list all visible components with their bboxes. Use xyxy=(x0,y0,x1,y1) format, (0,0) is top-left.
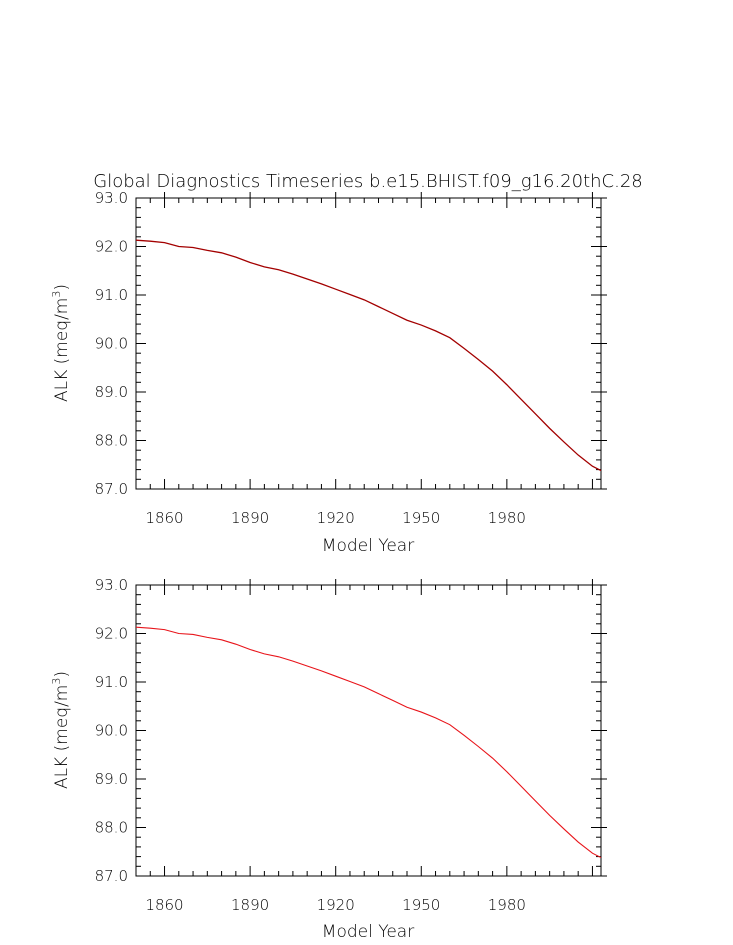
x-tick-label-bottom: 1950 xyxy=(402,896,440,914)
x-tick-label-bottom: 1920 xyxy=(317,896,355,914)
y-axis-title-close-bottom: ) xyxy=(52,671,72,678)
plot-frame-top xyxy=(135,197,602,490)
x-tick-label-bottom: 1980 xyxy=(488,896,526,914)
series-line-top xyxy=(135,239,602,472)
x-ticks-bottom: 1860 1890 1920 1950 1980 xyxy=(135,579,593,914)
y-axis-title-bottom: ALK (meq/m3) xyxy=(50,671,72,789)
y-tick-label-top: 91.0 xyxy=(95,286,128,304)
x-tick-label-top: 1920 xyxy=(317,509,355,527)
y-axis-title-sup-top: 3 xyxy=(50,291,63,298)
y-axis-title-top: ALK (meq/m3) xyxy=(50,284,72,402)
x-tick-label-bottom: 1890 xyxy=(231,896,269,914)
y-tick-label-top: 89.0 xyxy=(95,383,128,401)
chart-panel-bottom: 87.0 88.0 89.0 90.0 91.0 92.0 93.0 1860 1890 192… xyxy=(50,576,607,942)
x-tick-label-top: 1950 xyxy=(402,509,440,527)
x-tick-label-bottom: 1860 xyxy=(145,896,183,914)
y-tick-label-bottom: 93.0 xyxy=(95,576,128,594)
y-axis-title-main-top: ALK (meq/m xyxy=(52,298,72,402)
x-tick-label-top: 1980 xyxy=(488,509,526,527)
plot-frame-bottom xyxy=(135,584,602,877)
x-tick-label-top: 1890 xyxy=(231,509,269,527)
y-tick-label-top: 92.0 xyxy=(95,238,128,256)
y-tick-label-top: 90.0 xyxy=(95,335,128,353)
y-tick-label-bottom: 89.0 xyxy=(95,770,128,788)
x-tick-label-top: 1860 xyxy=(145,509,183,527)
figure-title: Global Diagnostics Timeseries b.e15.BHIS… xyxy=(93,171,642,192)
x-axis-title-bottom: Model Year xyxy=(322,922,414,942)
chart-panel-top: 87.0 88.0 89.0 90.0 91.0 92.0 93.0 1860 1890 192… xyxy=(50,189,607,556)
y-tick-label-bottom: 92.0 xyxy=(95,625,128,643)
y-tick-label-bottom: 91.0 xyxy=(95,673,128,691)
y-axis-title-main-bottom: ALK (meq/m xyxy=(52,685,72,789)
y-gridticks-bottom: 87.0 88.0 89.0 90.0 91.0 92.0 93.0 xyxy=(95,576,607,885)
y-tick-label-bottom: 88.0 xyxy=(95,819,128,837)
y-gridticks-top: 87.0 88.0 89.0 90.0 91.0 92.0 93.0 xyxy=(95,189,607,498)
y-axis-title-close-top: ) xyxy=(52,284,72,291)
series-line-bottom xyxy=(135,626,602,859)
y-tick-label-top: 87.0 xyxy=(95,480,128,498)
x-axis-title-top: Model Year xyxy=(322,536,414,556)
y-tick-label-bottom: 87.0 xyxy=(95,867,128,885)
y-tick-label-bottom: 90.0 xyxy=(95,722,128,740)
y-tick-label-top: 88.0 xyxy=(95,432,128,450)
y-axis-title-sup-bottom: 3 xyxy=(50,678,63,685)
x-ticks-top: 1860 1890 1920 1950 1980 xyxy=(135,192,593,527)
y-tick-label-top: 93.0 xyxy=(95,189,128,207)
